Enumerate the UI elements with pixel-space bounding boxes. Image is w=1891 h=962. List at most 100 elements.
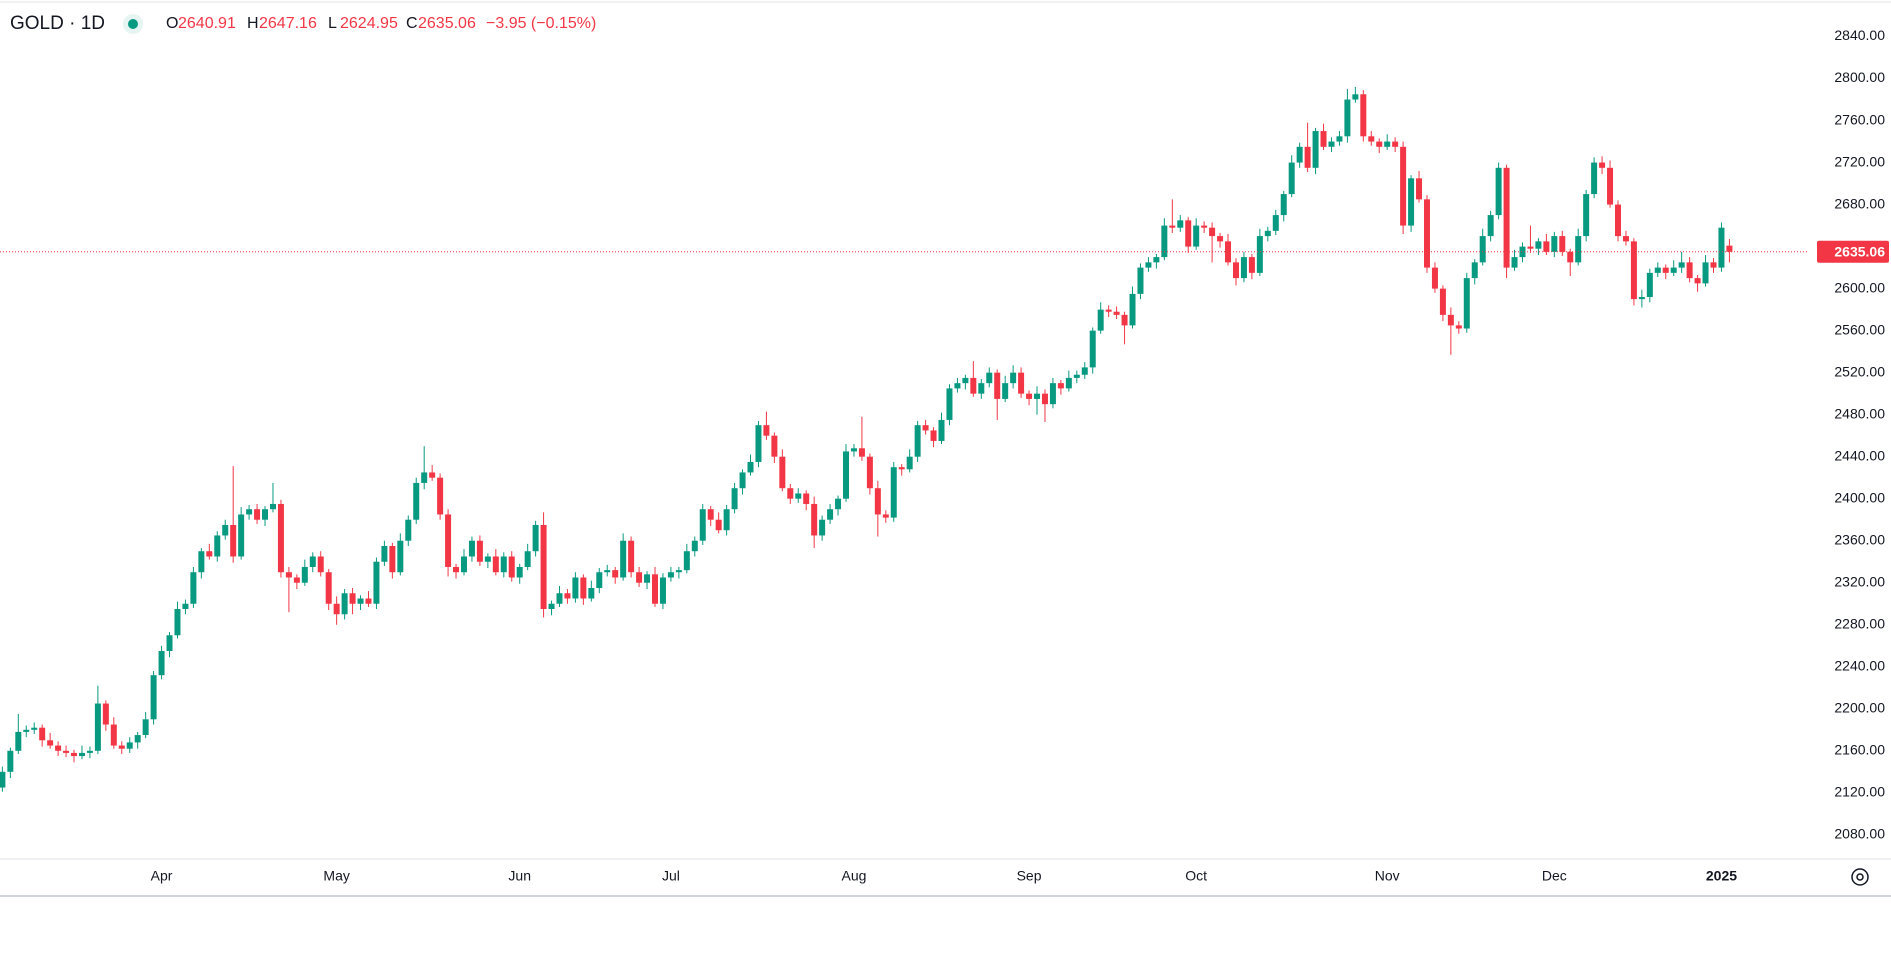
candle-body [1089, 330, 1096, 368]
candle-body [1543, 241, 1550, 252]
candle-body [1710, 262, 1717, 268]
candle-body [238, 514, 245, 557]
candle-body [78, 752, 85, 757]
candle-body [1336, 136, 1343, 142]
candle-body [1137, 267, 1144, 294]
candle-body [604, 570, 611, 573]
candle-body [429, 472, 436, 478]
candle-body [827, 509, 834, 520]
candle-body [739, 472, 746, 489]
candle-body [1527, 246, 1534, 249]
candle-body [206, 551, 213, 557]
candle-body [1225, 241, 1232, 263]
candle-body [620, 540, 627, 578]
y-tick-label: 2280.00 [1834, 615, 1885, 631]
candle-body [1638, 297, 1645, 300]
y-tick-label: 2680.00 [1834, 195, 1885, 211]
candle-body [1718, 227, 1725, 268]
candle-body [1567, 251, 1574, 263]
candle-body [453, 566, 460, 573]
candle-body [269, 503, 276, 510]
candle-body [1113, 311, 1120, 315]
y-tick-label: 2760.00 [1834, 111, 1885, 127]
candle-body [0, 771, 6, 788]
candle-body [508, 556, 515, 578]
candle-body [811, 503, 818, 536]
candle-body [1503, 167, 1510, 268]
candle-body [707, 509, 714, 520]
candle-body [1511, 257, 1518, 268]
candle-body [1583, 194, 1590, 237]
candle-body [1487, 215, 1494, 237]
y-tick-label: 2480.00 [1834, 405, 1885, 421]
candle-body [118, 745, 125, 749]
candle-body [787, 488, 794, 499]
candle-body [47, 740, 54, 746]
settings-icon[interactable] [1851, 868, 1869, 886]
candle-body [1002, 383, 1009, 399]
candle-body [1320, 131, 1327, 147]
candle-body [1288, 162, 1295, 195]
candle-body [548, 603, 555, 609]
candle-body [556, 593, 563, 604]
candle-body [1217, 236, 1224, 242]
candle-body [1400, 146, 1407, 226]
candle-body [1312, 131, 1319, 168]
candle-body [484, 556, 491, 562]
candle-body [357, 598, 364, 604]
symbol[interactable]: GOLD · 1D [10, 13, 105, 34]
candle-body [23, 729, 30, 732]
candle-body [1304, 146, 1311, 168]
candle-body [341, 593, 348, 615]
candle-body [158, 651, 165, 676]
y-tick-label: 2520.00 [1834, 363, 1885, 379]
candle-body [699, 509, 706, 541]
candle-body [1328, 141, 1335, 147]
candle-body [906, 456, 913, 470]
y-tick-label: 2120.00 [1834, 784, 1885, 800]
candle-body [1209, 227, 1216, 237]
candle-body [1495, 167, 1502, 216]
candle-body [397, 540, 404, 573]
candle-body [731, 488, 738, 510]
last-price-tag [1817, 240, 1889, 263]
candle-body [126, 742, 133, 749]
candle-body [63, 750, 70, 753]
candle-body [246, 509, 253, 515]
candle-body [1041, 393, 1048, 405]
candle-body [1026, 393, 1033, 399]
candle-body [174, 608, 181, 636]
candle-body [1607, 167, 1614, 205]
candle-body [1384, 141, 1391, 147]
candle-body [1344, 99, 1351, 137]
candle-body [962, 377, 969, 384]
candle-body [763, 425, 770, 436]
candle-body [1018, 372, 1025, 394]
candle-body [1169, 225, 1176, 228]
candle-body [1439, 288, 1446, 315]
candle-body [540, 524, 547, 609]
candle-body [1161, 225, 1168, 258]
candle-body [1455, 325, 1462, 329]
candle-body [866, 456, 873, 489]
candle-body [1591, 162, 1598, 195]
candle-body [102, 703, 109, 725]
candle-body [277, 503, 284, 573]
candle-body [1193, 225, 1200, 247]
candles [0, 86, 1733, 792]
x-tick-label: Jul [662, 868, 680, 884]
candle-body [1662, 267, 1669, 273]
candle-body [1416, 178, 1423, 200]
candle-body [771, 435, 778, 457]
candle-body [1129, 293, 1136, 326]
gear-hub [1856, 873, 1864, 881]
change: −3.95 (−0.15%) [486, 15, 596, 32]
candle-body [1256, 236, 1263, 273]
candle-body [214, 535, 221, 557]
candle-body [1081, 367, 1088, 375]
y-tick-label: 2240.00 [1834, 657, 1885, 673]
candle-body [1646, 272, 1653, 298]
candle-body [110, 724, 117, 746]
candle-body [954, 383, 961, 389]
candle-body [1447, 314, 1454, 326]
